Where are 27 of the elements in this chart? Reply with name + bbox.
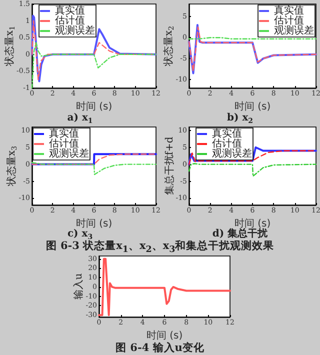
legend-label: 观测误差 — [49, 148, 89, 160]
line-series — [188, 163, 317, 177]
x-axis-title: 时间 (s) — [234, 100, 271, 112]
legend-label: 估计值 — [55, 14, 85, 26]
legend-label: 真实值 — [49, 128, 79, 140]
line-series — [31, 162, 157, 176]
line-series — [98, 258, 231, 316]
legend-label: 真实值 — [55, 4, 85, 16]
caption: 图 6-4 输入u变化 — [114, 342, 206, 354]
legend-label: 真实值 — [212, 128, 242, 140]
line-series — [188, 146, 317, 166]
line-series — [188, 150, 317, 165]
x-axis-title: 时间 (s) — [76, 100, 112, 112]
x-axis-title: 时间 (s) — [76, 218, 112, 230]
y-axis-title: 集总干扰f+d — [164, 136, 176, 196]
x-axis-title: 时间 (s) — [234, 218, 271, 230]
legend-label: 估计值 — [49, 138, 79, 150]
legend-label: 估计值 — [274, 14, 304, 26]
x-axis-title: 时间 (s) — [146, 329, 183, 342]
caption: 图 6-3 状态量x$_{1}$、x$_{2}$、x$_{3}$和集总干扰观测效果 — [44, 240, 276, 256]
legend-label: 观测误差 — [55, 24, 95, 36]
legend-label: 估计值 — [212, 138, 242, 150]
y-axis-title: 输入u — [72, 272, 84, 300]
legend-label: 真实值 — [274, 4, 304, 16]
legend-label: 观测误差 — [274, 24, 314, 36]
legend-label: 观测误差 — [212, 148, 252, 160]
text: d) 集总干扰 — [212, 228, 269, 240]
